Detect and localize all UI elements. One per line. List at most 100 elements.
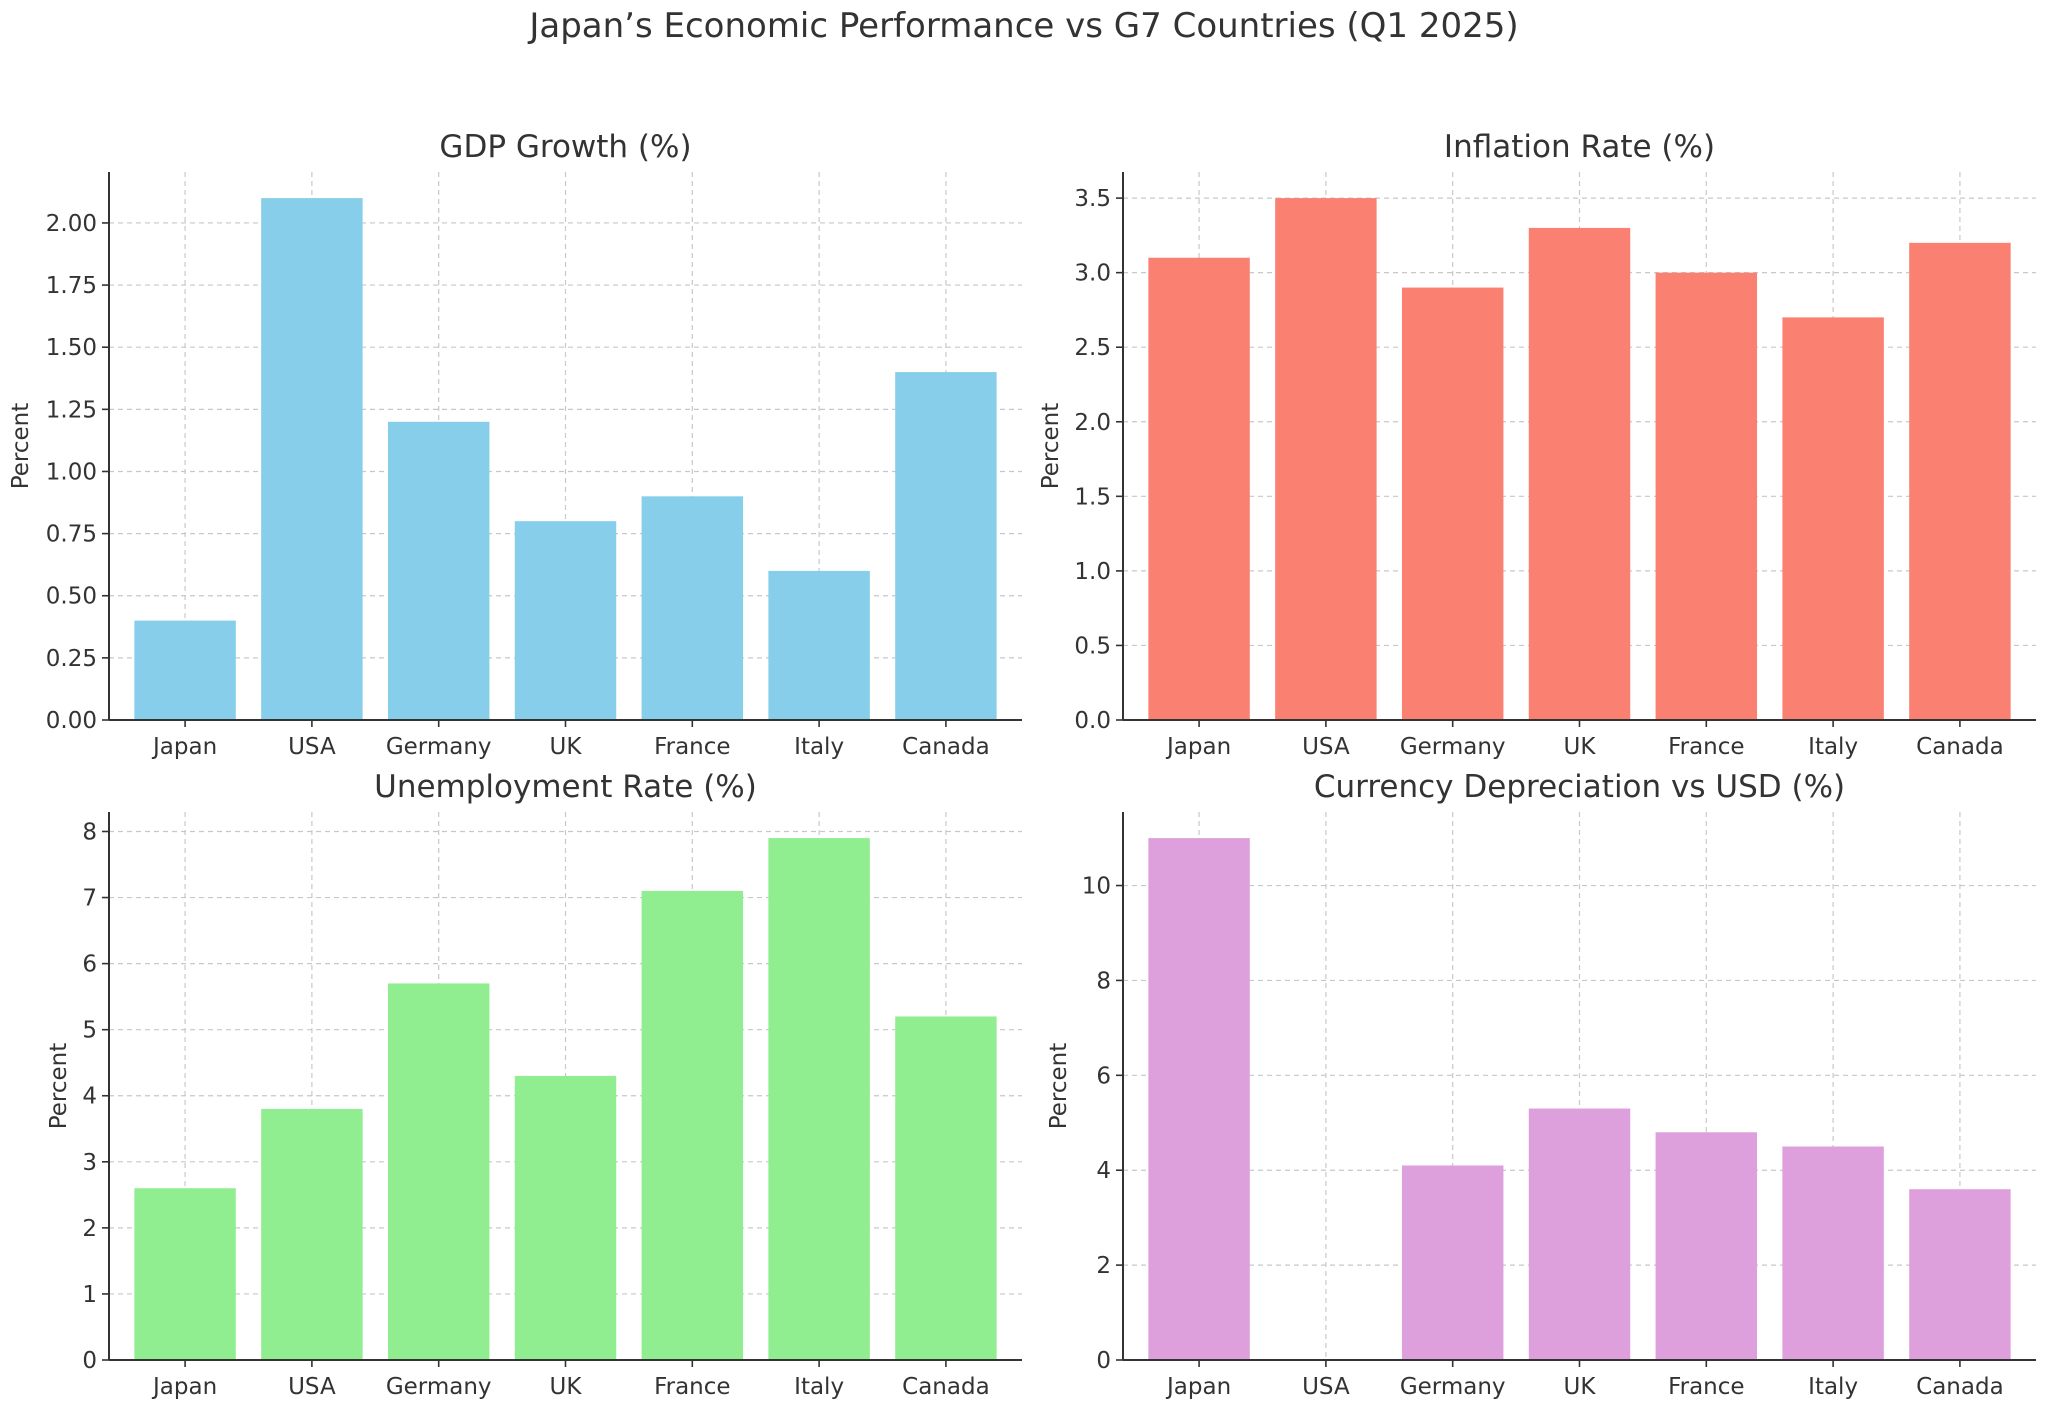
x-tick-label: Germany	[1400, 734, 1506, 760]
y-tick-label: 1.25	[46, 397, 97, 423]
y-tick-label: 8	[82, 819, 97, 845]
y-tick-label: 0.75	[46, 522, 97, 548]
bar-canada	[1909, 242, 2011, 720]
bar-uk	[1528, 1108, 1631, 1360]
y-tick-label: 6	[1096, 1063, 1111, 1089]
x-tick-label: Italy	[1808, 1374, 1858, 1400]
y-tick-label: 0.50	[46, 584, 97, 610]
bar-uk	[514, 1075, 617, 1360]
x-tick-label: UK	[1564, 1374, 1597, 1400]
bar-uk	[514, 521, 617, 720]
x-tick-label: Japan	[1165, 734, 1231, 760]
x-tick-label: Japan	[1165, 1374, 1231, 1400]
bar-japan	[1148, 838, 1250, 1360]
bar-usa	[261, 1108, 363, 1360]
x-tick-label: Canada	[902, 734, 990, 760]
bar-italy	[768, 838, 870, 1360]
y-tick-label: 8	[1096, 968, 1111, 994]
y-tick-label: 0	[82, 1348, 97, 1374]
y-tick-label: 1.00	[46, 459, 97, 485]
y-tick-label: 3.5	[1074, 186, 1111, 212]
bar-germany	[1401, 287, 1504, 720]
subplot-title: Inflation Rate (%)	[1444, 129, 1715, 165]
y-tick-label: 2.00	[46, 211, 97, 237]
y-axis-label: Percent	[1046, 1043, 1072, 1130]
subplot-title: Currency Depreciation vs USD (%)	[1314, 769, 1845, 805]
x-tick-label: France	[654, 1374, 730, 1400]
y-tick-label: 2	[82, 1216, 97, 1242]
y-tick-label: 0	[1096, 1348, 1111, 1374]
y-tick-label: 5	[82, 1018, 97, 1044]
bar-usa	[1275, 198, 1377, 721]
y-tick-label: 0.25	[46, 646, 97, 672]
bar-japan	[1148, 257, 1250, 720]
y-tick-label: 3.0	[1074, 261, 1111, 287]
bar-france	[641, 890, 744, 1360]
bar-uk	[1528, 227, 1631, 720]
bar-france	[1655, 1132, 1758, 1360]
chart-panel-3: 0 1 2 3 4 5 6 7 8 Japan USA Germany UK France Italy Can…	[46, 769, 1022, 1400]
figure-title: Japan’s Economic Performance vs G7 Count…	[529, 6, 1519, 46]
x-tick-label: France	[1668, 734, 1744, 760]
x-tick-label: UK	[1564, 734, 1597, 760]
x-tick-label: Italy	[1808, 734, 1858, 760]
x-tick-label: Japan	[151, 1374, 217, 1400]
bar-germany	[387, 983, 490, 1360]
y-tick-label: 10	[1082, 874, 1111, 900]
bar-canada	[1909, 1189, 2011, 1360]
bar-italy	[1782, 317, 1884, 720]
y-tick-label: 6	[82, 952, 97, 978]
y-tick-label: 1	[82, 1282, 97, 1308]
x-tick-label: UK	[550, 734, 583, 760]
bar-japan	[134, 620, 236, 720]
x-tick-label: Italy	[794, 734, 844, 760]
y-tick-label: 7	[82, 886, 97, 912]
x-tick-label: USA	[1302, 1374, 1350, 1400]
subplot-title: Unemployment Rate (%)	[374, 769, 757, 805]
x-tick-label: Japan	[151, 734, 217, 760]
x-tick-label: USA	[1302, 734, 1350, 760]
x-tick-label: Germany	[386, 1374, 492, 1400]
y-tick-label: 4	[1096, 1158, 1111, 1184]
x-tick-label: Canada	[1916, 734, 2004, 760]
y-tick-label: 0.0	[1074, 708, 1111, 734]
bar-italy	[768, 570, 870, 720]
x-tick-label: Canada	[902, 1374, 990, 1400]
bar-france	[1655, 272, 1758, 720]
x-tick-label: Germany	[1400, 1374, 1506, 1400]
x-tick-label: Italy	[794, 1374, 844, 1400]
chart-panel-2: 0.0 0.5 1.0 1.5 2.0 2.5 3.0 3.5 Japan USA Germany U…	[1038, 129, 2036, 760]
bar-germany	[387, 421, 490, 720]
y-tick-label: 3	[82, 1150, 97, 1176]
y-tick-label: 2.5	[1074, 335, 1111, 361]
bar-usa	[261, 198, 363, 721]
y-axis-label: Percent	[8, 403, 34, 490]
bar-germany	[1401, 1165, 1504, 1360]
y-tick-label: 1.50	[46, 335, 97, 361]
bar-canada	[895, 372, 997, 720]
bar-italy	[1782, 1146, 1884, 1360]
chart-panel-1: 0.00 0.25 0.50 0.75 1.00 1.25 1.50 1.75 2.00 Japa…	[8, 129, 1022, 760]
x-tick-label: Canada	[1916, 1374, 2004, 1400]
y-tick-label: 1.0	[1074, 559, 1111, 585]
y-tick-label: 2.0	[1074, 410, 1111, 436]
y-tick-label: 4	[82, 1084, 97, 1110]
y-tick-label: 1.75	[46, 273, 97, 299]
x-tick-label: UK	[550, 1374, 583, 1400]
y-axis-label: Percent	[46, 1043, 72, 1130]
y-tick-label: 0.00	[46, 708, 97, 734]
x-tick-label: France	[1668, 1374, 1744, 1400]
x-tick-label: France	[654, 734, 730, 760]
subplot-title: GDP Growth (%)	[439, 129, 691, 165]
bar-france	[641, 496, 744, 720]
y-tick-label: 2	[1096, 1253, 1111, 1279]
bar-canada	[895, 1016, 997, 1360]
y-tick-label: 0.5	[1074, 633, 1111, 659]
chart-panel-4: 0 2 4 6 8 10 Japan USA Germany UK France Italy Canad…	[1046, 769, 2036, 1400]
x-tick-label: USA	[288, 734, 336, 760]
y-axis-label: Percent	[1038, 403, 1064, 490]
x-tick-label: USA	[288, 1374, 336, 1400]
bar-japan	[134, 1188, 236, 1360]
x-tick-label: Germany	[386, 734, 492, 760]
